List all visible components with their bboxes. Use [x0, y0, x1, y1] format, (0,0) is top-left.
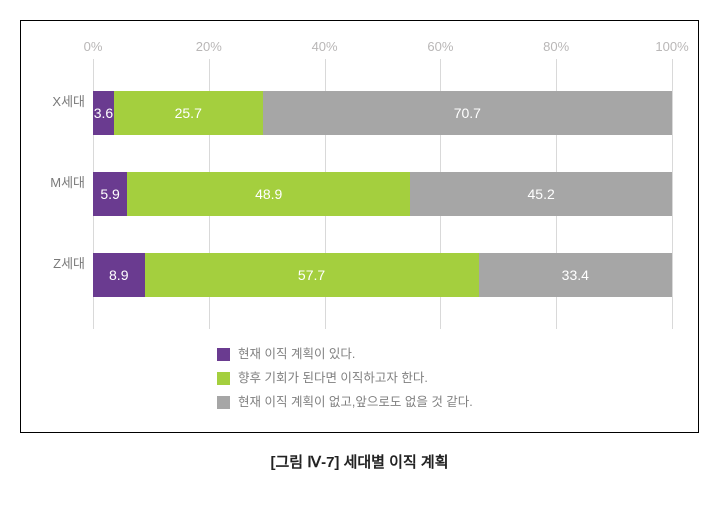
- gridline: [672, 59, 673, 329]
- bar-segment: 3.6: [93, 91, 114, 135]
- category-label: Z세대: [39, 253, 85, 272]
- x-tick-label: 80%: [543, 39, 569, 54]
- x-tick-label: 100%: [655, 39, 688, 54]
- legend-label: 현재 이직 계획이 있다.: [238, 343, 355, 367]
- legend-swatch: [217, 348, 230, 361]
- legend-item: 현재 이직 계획이 없고,앞으로도 없을 것 같다.: [217, 391, 672, 415]
- legend: 현재 이직 계획이 있다.향후 기회가 된다면 이직하고자 한다.현재 이직 계…: [217, 343, 672, 414]
- bar-segment: 5.9: [93, 172, 127, 216]
- bar-row-inner: Z세대8.957.733.4: [93, 253, 672, 297]
- x-tick-label: 0%: [84, 39, 103, 54]
- legend-swatch: [217, 372, 230, 385]
- bar-row: M세대5.948.945.2: [93, 172, 672, 216]
- bar-segment: 48.9: [127, 172, 410, 216]
- category-label: M세대: [39, 172, 85, 191]
- category-label: X세대: [39, 91, 85, 110]
- bar-row-inner: M세대5.948.945.2: [93, 172, 672, 216]
- bar-segment: 70.7: [263, 91, 672, 135]
- bar-segment: 33.4: [479, 253, 672, 297]
- bar-row: X세대3.625.770.7: [93, 91, 672, 135]
- bar-segment: 45.2: [410, 172, 672, 216]
- bar-segment: 57.7: [145, 253, 479, 297]
- legend-swatch: [217, 396, 230, 409]
- x-tick-label: 40%: [312, 39, 338, 54]
- legend-item: 현재 이직 계획이 있다.: [217, 343, 672, 367]
- legend-label: 현재 이직 계획이 없고,앞으로도 없을 것 같다.: [238, 391, 473, 415]
- figure-caption: [그림 Ⅳ-7] 세대별 이직 계획: [20, 451, 699, 472]
- bar-row-inner: X세대3.625.770.7: [93, 91, 672, 135]
- bar-segment: 8.9: [93, 253, 145, 297]
- figure-container: 0%20%40%60%80%100% X세대3.625.770.7M세대5.94…: [20, 20, 699, 472]
- bar-row: Z세대8.957.733.4: [93, 253, 672, 297]
- plot-area: 0%20%40%60%80%100% X세대3.625.770.7M세대5.94…: [93, 39, 672, 329]
- x-tick-label: 20%: [196, 39, 222, 54]
- bar-segment: 25.7: [114, 91, 263, 135]
- legend-label: 향후 기회가 된다면 이직하고자 한다.: [238, 367, 428, 391]
- x-tick-label: 60%: [427, 39, 453, 54]
- chart-frame: 0%20%40%60%80%100% X세대3.625.770.7M세대5.94…: [20, 20, 699, 433]
- bars-container: X세대3.625.770.7 M세대5.948.945.2 Z세대8.957.733…: [93, 59, 672, 329]
- legend-item: 향후 기회가 된다면 이직하고자 한다.: [217, 367, 672, 391]
